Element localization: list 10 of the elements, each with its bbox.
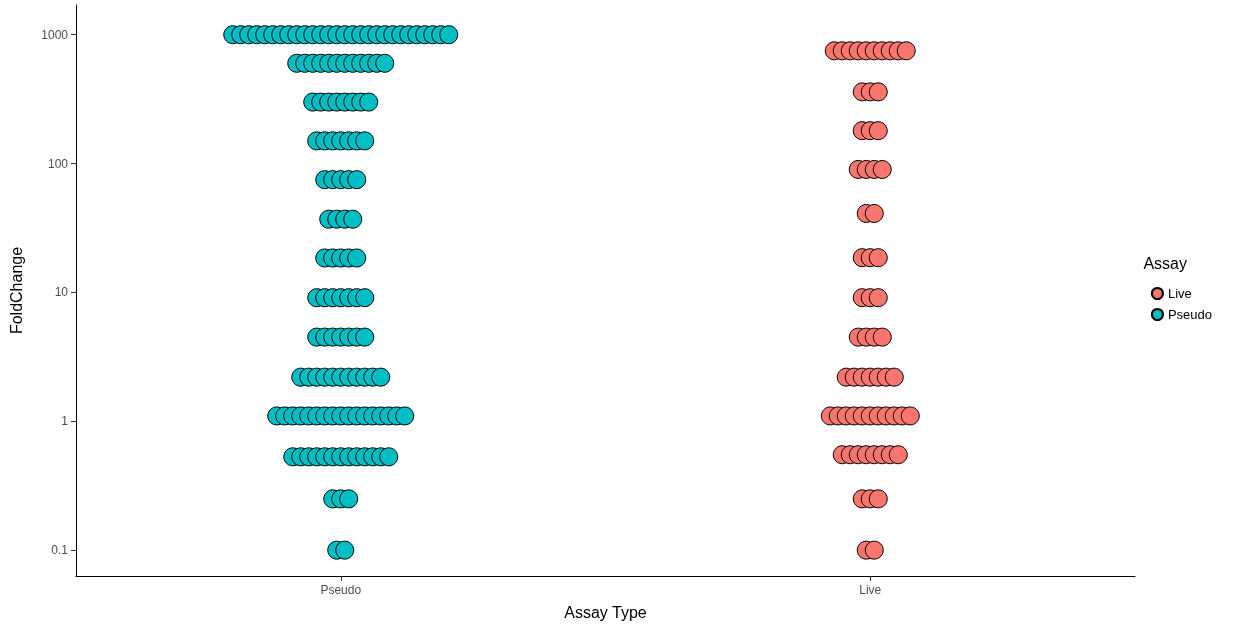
y-tick-label: 1: [61, 414, 69, 429]
y-tick-label: 1000: [41, 27, 69, 42]
y-axis-title: FoldChange: [7, 246, 25, 335]
legend-label: Pseudo: [1167, 307, 1212, 322]
y-tick-label: 10: [54, 285, 69, 300]
y-tick-label: 100: [47, 156, 69, 171]
y-tick-label: 0.1: [51, 543, 69, 558]
legend-title: Assay: [1143, 254, 1188, 272]
x-axis-title: Assay Type: [564, 603, 647, 621]
legend-label: Live: [1167, 286, 1192, 301]
